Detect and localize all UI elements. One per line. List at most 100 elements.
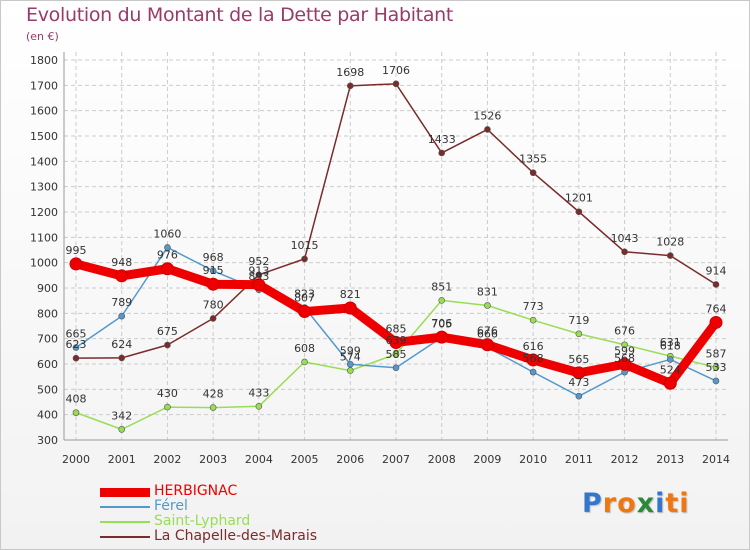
data-point: [484, 302, 491, 309]
data-point: [209, 404, 217, 411]
data-label: 773: [523, 300, 544, 313]
data-label: 823: [294, 288, 315, 301]
data-label: 430: [157, 387, 178, 400]
data-label: 473: [568, 376, 589, 389]
data-label: 893: [248, 270, 269, 283]
data-label: 1015: [291, 239, 319, 252]
y-tick-label: 300: [37, 434, 58, 447]
data-point: [298, 305, 312, 319]
data-point: [343, 301, 357, 315]
y-tick-label: 700: [37, 333, 58, 346]
y-tick-label: 1800: [30, 54, 58, 67]
data-point: [709, 315, 723, 329]
data-label: 676: [477, 325, 498, 338]
y-tick-label: 400: [37, 409, 58, 422]
data-label: 915: [203, 264, 224, 277]
data-label: 764: [706, 302, 727, 315]
logo-letter: t: [665, 488, 680, 519]
data-label: 1433: [428, 133, 456, 146]
x-tick-label: 2004: [245, 453, 273, 466]
data-point: [438, 149, 446, 157]
data-point: [255, 403, 263, 410]
x-tick-label: 2009: [473, 453, 501, 466]
logo-letter: r: [602, 488, 618, 519]
data-label: 568: [614, 352, 635, 365]
data-point: [666, 356, 674, 363]
data-label: 706: [431, 317, 452, 330]
data-label: 1706: [382, 64, 410, 77]
x-tick-label: 2006: [336, 453, 364, 466]
data-point: [115, 269, 129, 283]
y-tick-label: 1700: [30, 79, 58, 92]
data-label: 851: [431, 280, 452, 293]
x-tick-label: 2002: [153, 453, 181, 466]
x-tick-label: 2000: [62, 453, 90, 466]
data-point: [663, 376, 677, 390]
data-point: [435, 330, 449, 344]
data-point: [575, 392, 583, 400]
data-point: [392, 350, 400, 358]
data-point: [69, 257, 83, 271]
x-tick-label: 2008: [428, 453, 456, 466]
y-tick-label: 600: [37, 358, 58, 371]
legend-swatch: [100, 521, 150, 523]
data-label: 780: [203, 298, 224, 311]
x-tick-label: 2003: [199, 453, 227, 466]
y-tick-label: 1200: [30, 206, 58, 219]
data-point: [118, 312, 126, 320]
data-label: 524: [660, 363, 681, 376]
y-tick-label: 1100: [30, 231, 58, 244]
logo-letter: i: [679, 488, 690, 519]
x-tick-label: 2012: [611, 453, 639, 466]
y-tick-label: 1400: [30, 155, 58, 168]
data-label: 1043: [611, 232, 639, 245]
legend-label: Saint-Lyphard: [154, 513, 251, 529]
legend-swatch: [100, 506, 150, 508]
data-label: 831: [477, 285, 498, 298]
data-label: 952: [248, 255, 269, 268]
data-point: [206, 277, 220, 291]
data-point: [72, 354, 80, 362]
x-tick-label: 2010: [519, 453, 547, 466]
data-point: [712, 363, 720, 371]
data-point: [572, 366, 586, 380]
data-label: 587: [706, 347, 727, 360]
data-label: 1201: [565, 192, 593, 205]
data-point: [529, 368, 537, 376]
data-label: 1526: [473, 109, 501, 122]
logo-letter: P: [582, 488, 603, 519]
data-label: 968: [203, 251, 224, 264]
data-label: 618: [660, 339, 681, 352]
data-point: [526, 353, 540, 367]
data-label: 568: [523, 352, 544, 365]
data-point: [392, 80, 400, 88]
data-label: 1028: [656, 236, 684, 249]
chart-title: Evolution du Montant de la Dette par Hab…: [26, 4, 454, 26]
data-label: 665: [66, 328, 87, 341]
data-point: [575, 330, 583, 338]
data-point: [346, 367, 354, 374]
data-label: 913: [248, 265, 269, 278]
data-label: 948: [111, 256, 132, 269]
chart-subtitle: (en €): [26, 30, 59, 43]
data-point: [164, 403, 171, 411]
data-label: 433: [248, 386, 269, 399]
data-point: [618, 357, 632, 371]
data-label: 428: [203, 388, 224, 401]
data-point: [160, 262, 174, 276]
y-tick-label: 1300: [30, 181, 58, 194]
x-tick-label: 2011: [565, 453, 593, 466]
y-tick-label: 900: [37, 282, 58, 295]
data-label: 914: [706, 264, 727, 277]
data-point: [480, 338, 494, 352]
data-point: [209, 315, 217, 322]
data-point: [712, 377, 720, 385]
y-tick-label: 1000: [30, 257, 58, 270]
data-label: 1355: [519, 153, 547, 166]
data-point: [529, 316, 537, 324]
data-point: [712, 281, 720, 288]
legend-label: HERBIGNAC: [154, 483, 238, 499]
data-point: [392, 364, 400, 372]
logo-letter: x: [636, 488, 656, 519]
